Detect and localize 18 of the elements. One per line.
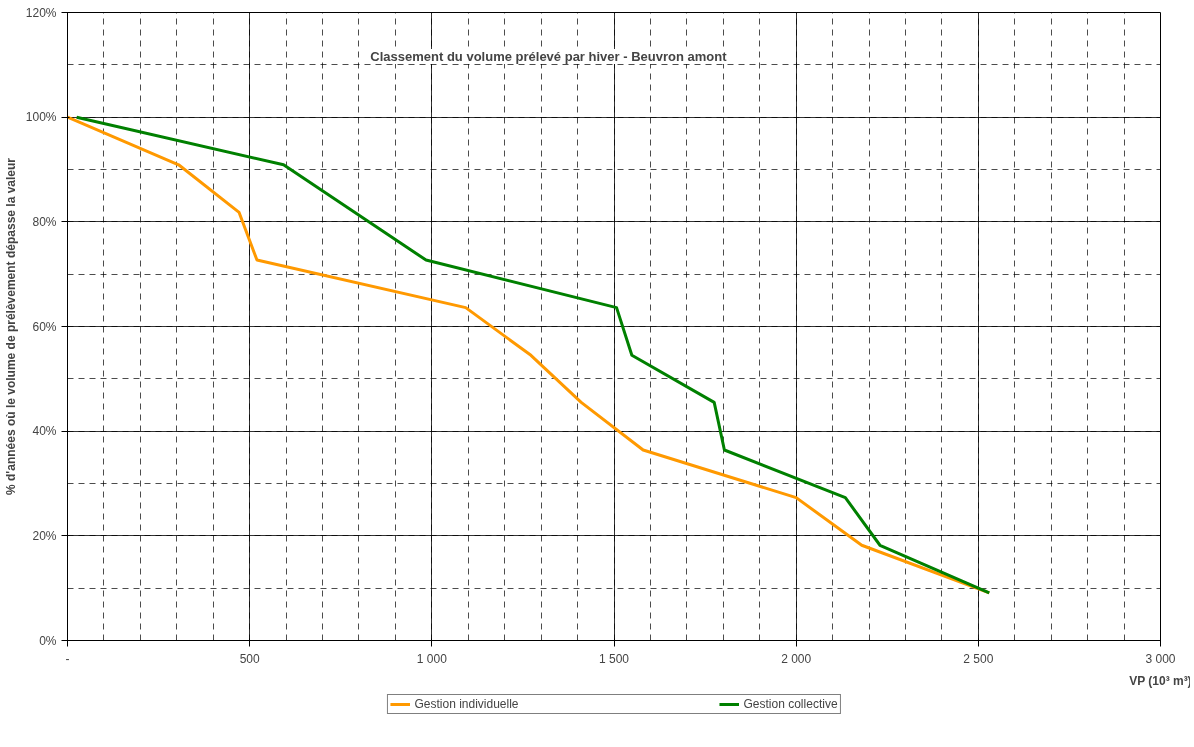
x-tick-label: 1 500 (598, 651, 630, 666)
y-tick-label: 40% (32, 424, 57, 439)
y-tick-label: 0% (39, 633, 57, 648)
y-tick-label: 120% (25, 5, 57, 20)
y-axis-title: % d'années où le volume de prélèvement dépasse la valeur (3, 157, 18, 495)
x-tick-label: 2 000 (781, 651, 812, 666)
y-tick-label: 80% (32, 214, 57, 229)
x-tick-label: 2 500 (963, 651, 994, 666)
y-tick-label: 100% (25, 110, 57, 125)
y-tick-label: 60% (32, 319, 57, 334)
x-tick-label: - (65, 651, 70, 666)
legend-label: Gestion collective (743, 697, 838, 711)
legend-label: Gestion individuelle (414, 697, 519, 711)
x-tick-label: 500 (239, 651, 260, 666)
text: Classement du volume prélevé par hiver - Beuvron amont (370, 48, 728, 64)
x-tick-label: 3 000 (1145, 651, 1176, 666)
y-tick-label: 20% (32, 528, 57, 543)
x-tick-label: 1 000 (416, 651, 448, 666)
